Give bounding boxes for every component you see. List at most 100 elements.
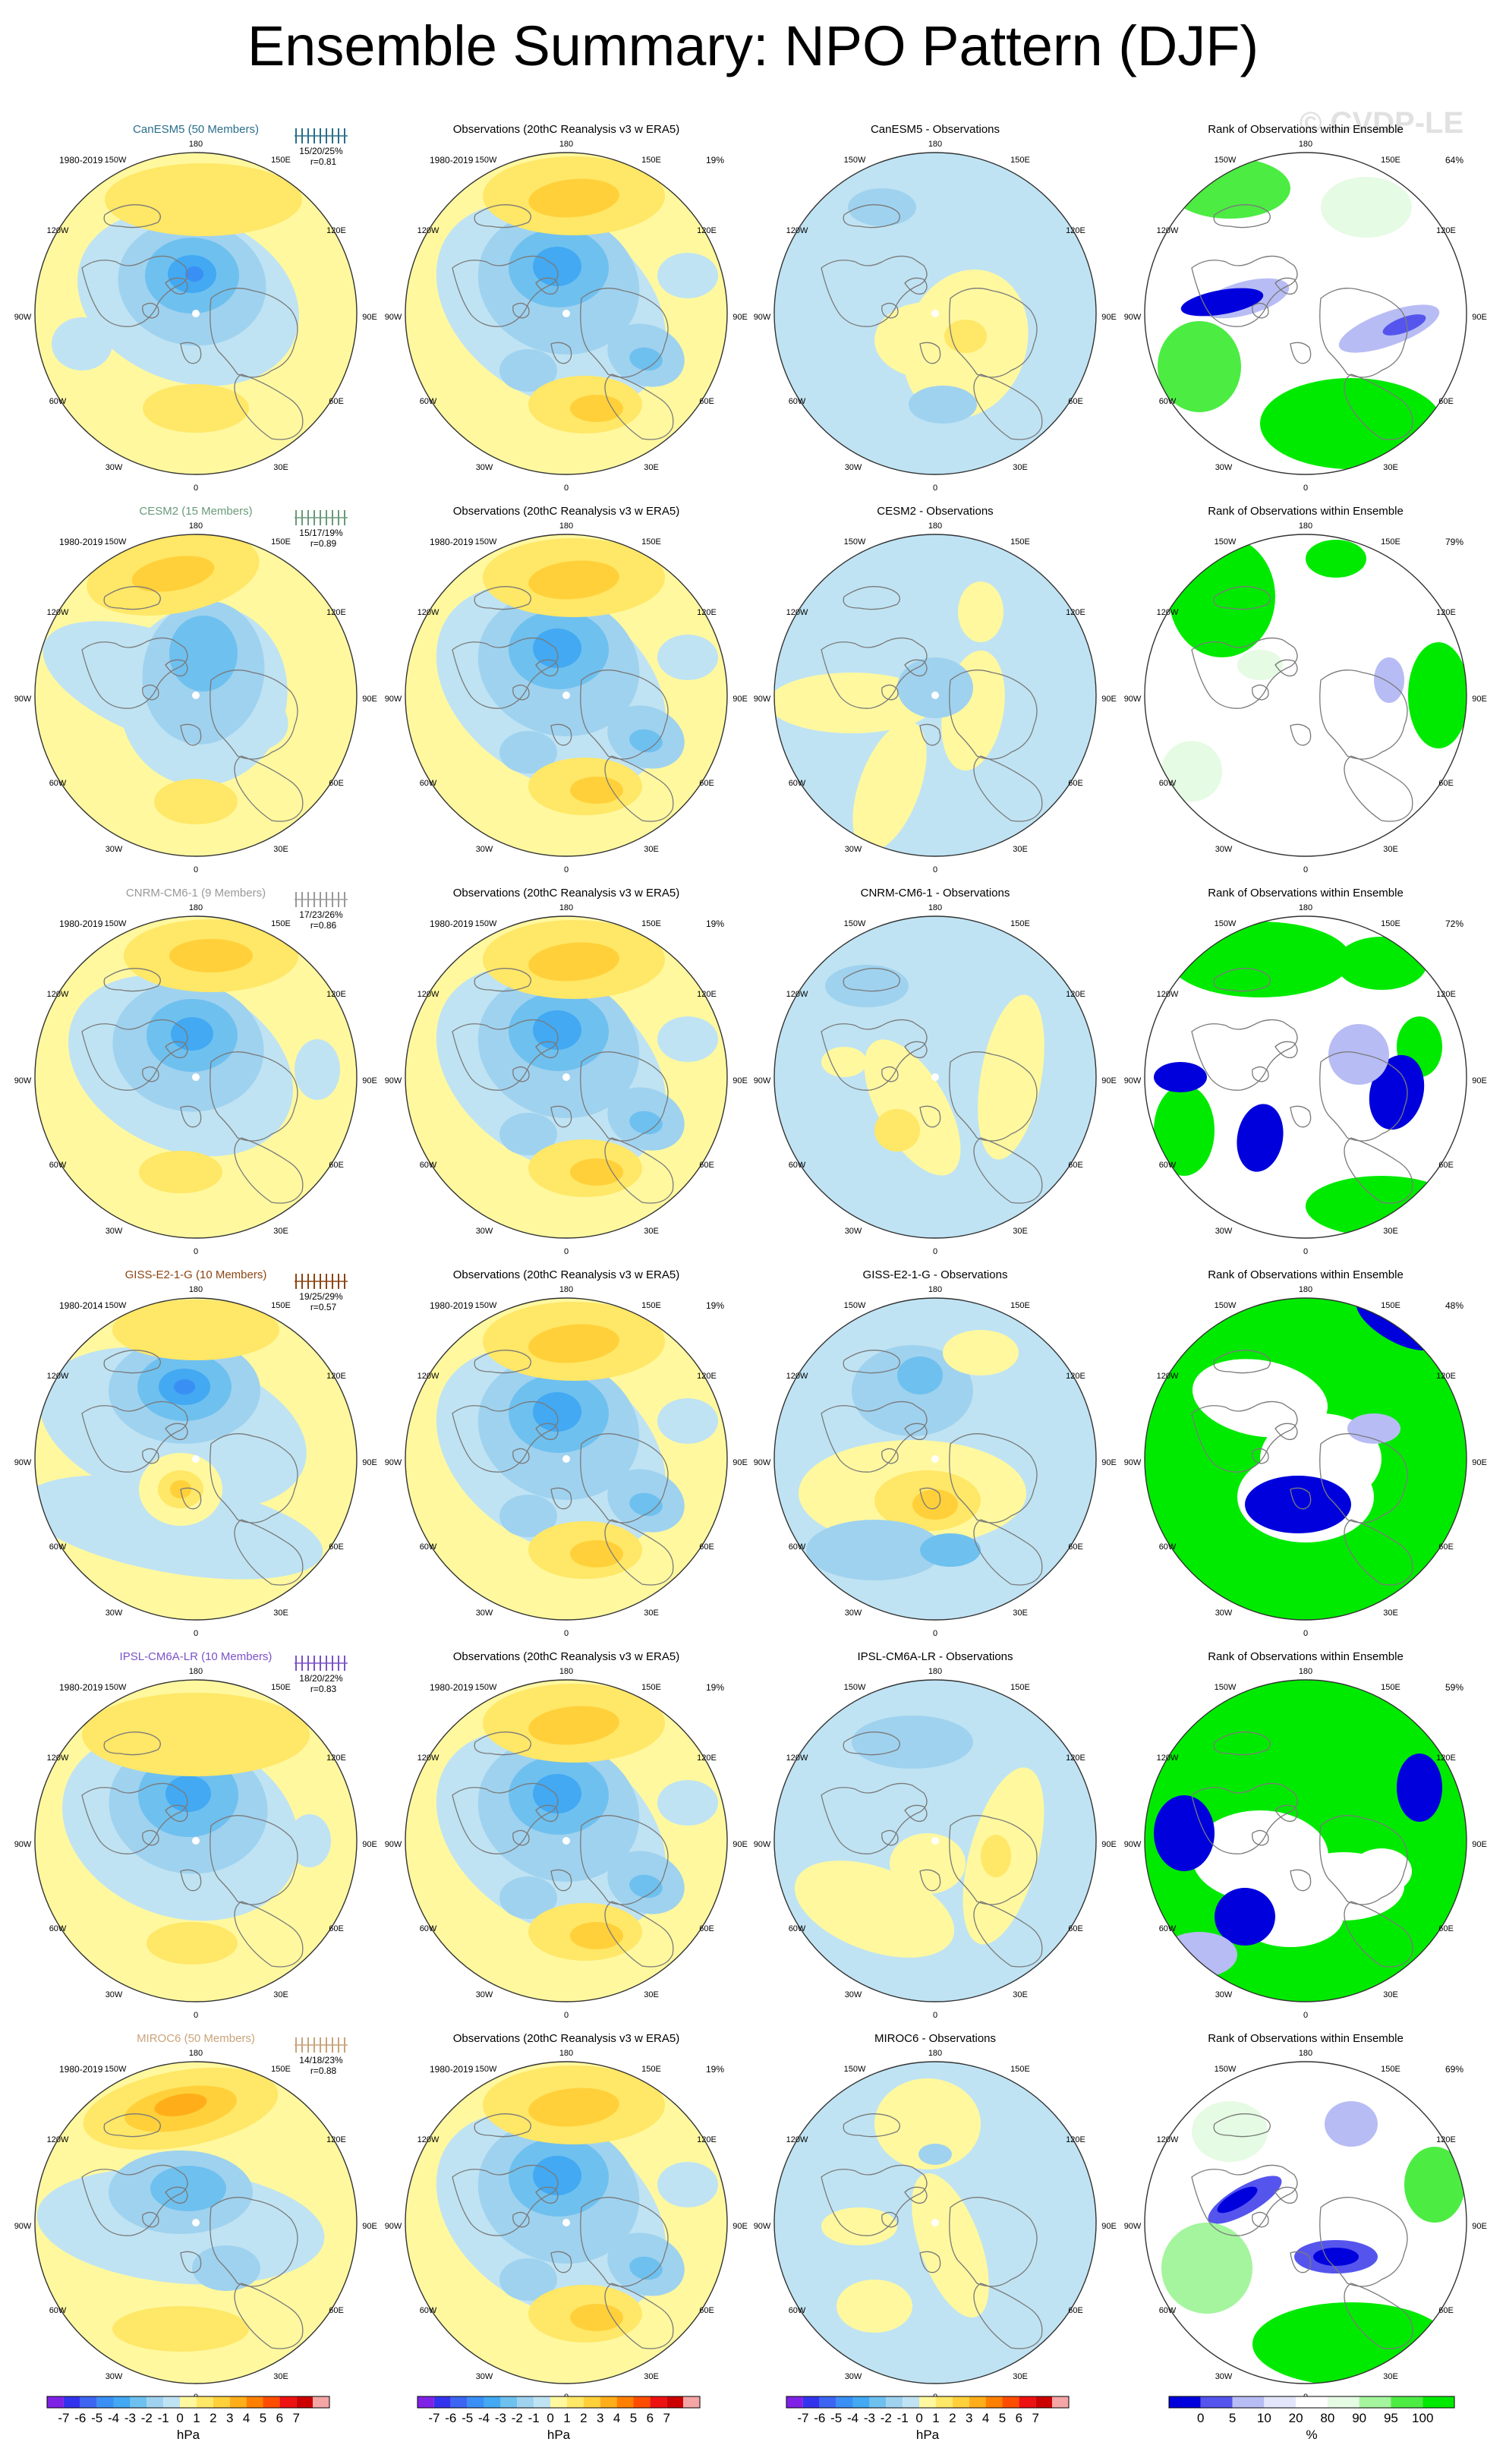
longitude-label: 0 [194, 1629, 198, 1638]
coastline-segment [949, 288, 1038, 378]
coastline-segment [604, 373, 674, 440]
map-field [35, 2062, 357, 2384]
rank-percent-label: 69% [1445, 2064, 1463, 2075]
longitude-label: 30E [644, 1990, 659, 1999]
longitude-label: 30W [476, 845, 493, 854]
contour-region [1347, 1413, 1400, 1444]
longitude-label: 90W [385, 313, 402, 322]
coastline-segment [142, 1829, 159, 1846]
longitude-label: 0 [933, 2011, 937, 2020]
period-label: 1980-2019 [430, 537, 474, 547]
contour-region [1154, 1062, 1207, 1092]
longitude-label: 90W [14, 1840, 32, 1849]
correlation-label: r=0.86 [310, 920, 337, 931]
coastline-segment [234, 2283, 304, 2349]
longitude-label: 90E [1101, 695, 1117, 704]
colorbar-tick-label: 1 [563, 2411, 570, 2425]
colorbar-tick-label: -2 [881, 2411, 892, 2425]
coastline-segment [843, 204, 900, 228]
map-border [1144, 1679, 1467, 2002]
coastline [1191, 586, 1413, 822]
coastline-segment [949, 1815, 1038, 1905]
map-field [774, 2062, 1096, 2384]
coastline-segment [550, 1487, 572, 1510]
coastline-segment [1290, 723, 1312, 746]
contour-region [629, 2256, 663, 2280]
map-field [405, 1298, 727, 1620]
coastline-segment [165, 1423, 188, 1441]
coastline-segment [1344, 2283, 1413, 2349]
longitude-label: 90E [733, 2222, 748, 2231]
longitude-label: 30W [476, 1990, 493, 1999]
colorbar-unit-label: hPa [916, 2428, 940, 2442]
colorbar-swatch [683, 2396, 700, 2408]
contour-region [774, 673, 935, 733]
longitude-label: 60W [49, 1542, 67, 1552]
map-border [773, 1297, 1097, 1621]
period-label: 1980-2019 [430, 2064, 474, 2075]
longitude-label: 90E [362, 695, 377, 704]
contour-region [1161, 1932, 1237, 1977]
longitude-label: 180 [189, 1667, 203, 1676]
panel-difference: CanESM5 - Observations 180 150W 150E 120W 120… [754, 123, 1117, 493]
coastline-segment [821, 2164, 928, 2236]
panel-title: Rank of Observations within Ensemble [1208, 2032, 1404, 2045]
colorbar-unit-label: hPa [547, 2428, 571, 2442]
coastline-segment [1252, 1829, 1269, 1846]
colorbar-tick-label: 6 [647, 2411, 654, 2425]
longitude-label: 90W [385, 1076, 402, 1085]
longitude-label: 90W [754, 313, 771, 322]
period-label: 1980-2019 [430, 918, 474, 929]
coastline-segment [210, 288, 298, 378]
longitude-label: 30E [273, 463, 288, 472]
correlation-label: r=0.89 [310, 538, 337, 549]
anomaly-colorbar: -7 -6 -5 -4 -3 -2 -1 0 1 2 3 4 5 6 7 hPa [786, 2396, 1070, 2442]
colorbar-tick-label: 7 [293, 2411, 300, 2425]
colorbar-swatch [600, 2396, 617, 2408]
longitude-label: 30E [273, 2372, 288, 2381]
longitude-label: 150E [641, 537, 661, 547]
colorbar-tick-label: -7 [428, 2411, 440, 2425]
coastline-segment [843, 968, 900, 992]
longitude-label: 120E [697, 226, 717, 235]
longitude-label: 180 [928, 1667, 942, 1676]
panel-title: IPSL-CM6A-LR - Observations [857, 1650, 1013, 1663]
coastline [1191, 2113, 1413, 2349]
colorbar-tick-label: 3 [226, 2411, 233, 2425]
map-field [1145, 1680, 1467, 2002]
colorbar-swatch [96, 2396, 114, 2408]
colorbar-tick-label: 3 [966, 2411, 972, 2425]
contour-region [185, 266, 203, 282]
panel-title: Rank of Observations within Ensemble [1208, 887, 1404, 900]
panel-title: Rank of Observations within Ensemble [1208, 1650, 1404, 1663]
coastline [452, 204, 674, 440]
longitude-label: 60E [699, 1161, 714, 1170]
colorbar-swatch [633, 2396, 651, 2408]
longitude-label: 30W [106, 1227, 123, 1236]
colorbar-swatch [1423, 2396, 1454, 2408]
contour-region [105, 163, 302, 236]
colorbar-swatch [534, 2396, 551, 2408]
coastline-segment [1213, 968, 1271, 992]
colorbar-swatch [969, 2396, 986, 2408]
stats-label: 15/17/19% [299, 528, 343, 538]
coastline-segment [604, 755, 674, 822]
longitude-label: 180 [1299, 1285, 1312, 1294]
longitude-label: 90W [1124, 313, 1142, 322]
longitude-label: 30E [1013, 2372, 1028, 2381]
coastline-segment [512, 1829, 530, 1846]
coastline-segment [919, 1105, 941, 1128]
map-border [1144, 1297, 1467, 1621]
longitude-label: 120W [786, 2135, 808, 2144]
pole-marker [931, 1455, 939, 1463]
longitude-label: 30W [1215, 463, 1233, 472]
colorbar-unit-label: % [1306, 2428, 1317, 2442]
colorbar-swatch [1296, 2396, 1328, 2408]
map-border [773, 152, 1097, 475]
panel-rank: Rank of Observations within Ensemble 64% 1… [1124, 123, 1487, 493]
coastline-segment [904, 1423, 928, 1441]
map-border [405, 2061, 728, 2384]
coastline-segment [580, 1433, 669, 1523]
longitude-label: 150W [105, 919, 127, 928]
